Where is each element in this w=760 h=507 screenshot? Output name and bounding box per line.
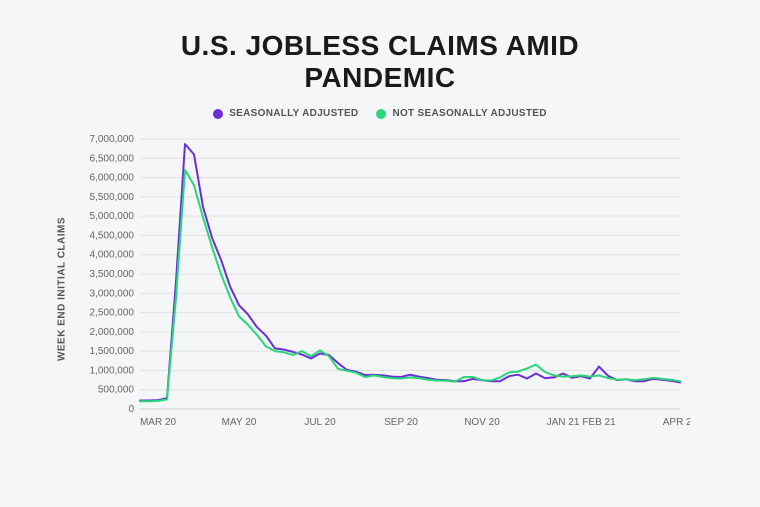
legend-label-0: SEASONALLY ADJUSTED bbox=[229, 108, 358, 119]
y-tick-label: 3,000,000 bbox=[90, 289, 135, 300]
y-tick-label: 2,500,000 bbox=[90, 308, 135, 319]
legend-item-not-seasonally-adjusted: NOT SEASONALLY ADJUSTED bbox=[376, 108, 546, 119]
title-line2: PANDEMIC bbox=[304, 62, 455, 93]
y-tick-label: 1,500,000 bbox=[90, 347, 135, 358]
title-line1: U.S. JOBLESS CLAIMS AMID bbox=[181, 30, 579, 61]
x-tick-label: NOV 20 bbox=[464, 417, 500, 428]
x-tick-label: FEB 21 bbox=[582, 417, 616, 428]
x-tick-label: JAN 21 bbox=[547, 417, 580, 428]
x-tick-label: MAR 20 bbox=[140, 417, 177, 428]
legend-swatch-1 bbox=[376, 109, 386, 119]
y-tick-label: 1,000,000 bbox=[90, 366, 135, 377]
line-chart: 0 500,000 1,000,000 1,500,000 2,000,000 2,500… bbox=[70, 129, 690, 449]
y-tick-label: 5,000,000 bbox=[90, 212, 135, 223]
y-tick-label: 6,500,000 bbox=[90, 154, 135, 165]
y-tick-label: 3,500,000 bbox=[90, 269, 135, 280]
y-tick-label: 4,000,000 bbox=[90, 250, 135, 261]
y-tick-label: 500,000 bbox=[98, 385, 135, 396]
legend: SEASONALLY ADJUSTED NOT SEASONALLY ADJUS… bbox=[20, 108, 740, 119]
x-tick-label: JUL 20 bbox=[304, 417, 336, 428]
chart-title: U.S. JOBLESS CLAIMS AMID PANDEMIC bbox=[20, 30, 740, 94]
y-tick-label: 0 bbox=[128, 404, 134, 415]
y-tick-label: 5,500,000 bbox=[90, 192, 135, 203]
y-tick-label: 4,500,000 bbox=[90, 231, 135, 242]
chart-area: WEEK END INITIAL CLAIMS 0500,0001,000,00… bbox=[70, 129, 690, 449]
y-tick-label: 7,000,000 bbox=[90, 134, 135, 145]
legend-swatch-0 bbox=[213, 109, 223, 119]
legend-label-1: NOT SEASONALLY ADJUSTED bbox=[392, 108, 546, 119]
x-tick-label: MAY 20 bbox=[222, 417, 257, 428]
y-tick-label: 6,000,000 bbox=[90, 173, 135, 184]
y-axis-label: WEEK END INITIAL CLAIMS bbox=[57, 217, 68, 361]
x-tick-label: SEP 20 bbox=[384, 417, 418, 428]
x-tick-label: APR 21 bbox=[663, 417, 690, 428]
legend-item-seasonally-adjusted: SEASONALLY ADJUSTED bbox=[213, 108, 358, 119]
y-tick-label: 2,000,000 bbox=[90, 327, 135, 338]
